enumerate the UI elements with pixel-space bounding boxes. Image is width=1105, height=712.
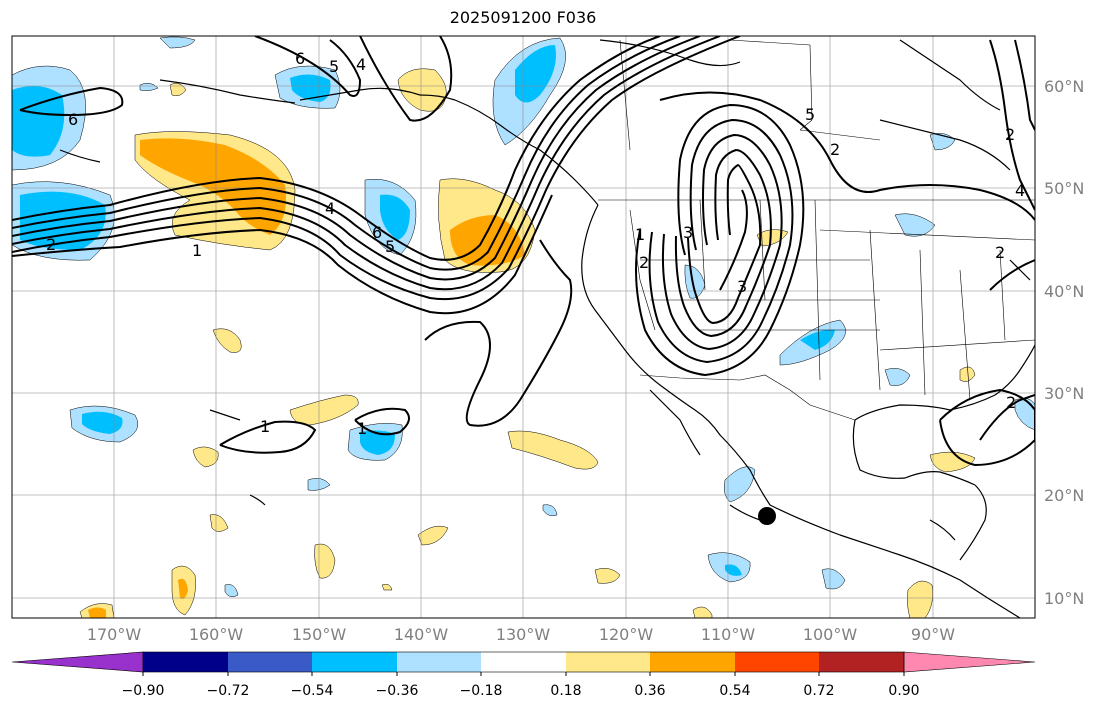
lat-label: 40°N: [1044, 282, 1085, 301]
lat-label: 10°N: [1044, 589, 1085, 608]
anomaly-shading: [12, 36, 1035, 618]
colorbar-tick: −0.90: [121, 683, 165, 699]
lon-label: 120°W: [598, 625, 654, 644]
colorbar-tick: −0.54: [290, 683, 334, 699]
colorbar-tick: −0.18: [459, 683, 503, 699]
contour-label: 1: [260, 417, 270, 436]
height-contours: [12, 36, 1035, 467]
coastlines: [59, 39, 1035, 618]
contour-label: 4: [325, 199, 335, 218]
contour-label: 6: [68, 110, 78, 129]
lon-label: 130°W: [495, 625, 551, 644]
lat-label: 30°N: [1044, 384, 1085, 403]
contour-label: 2: [995, 243, 1005, 262]
contour-label: 1: [192, 241, 202, 260]
contour-label: 6: [372, 223, 382, 242]
lon-label: 100°W: [802, 625, 858, 644]
colorbar-tick: −0.72: [206, 683, 250, 699]
contour-label: 2: [830, 140, 840, 159]
contour-label: 4: [1015, 181, 1025, 200]
lon-label: 90°W: [910, 625, 956, 644]
colorbar-tick: −0.36: [375, 683, 419, 699]
contour-label: 3: [737, 277, 747, 296]
contour-label: 1: [357, 419, 367, 438]
contour-label: 5: [805, 105, 815, 124]
storm-center-marker: [758, 507, 776, 525]
contour-label: 2: [46, 235, 56, 254]
contour-label: 1: [635, 225, 645, 244]
lat-label: 60°N: [1044, 77, 1085, 96]
lon-label: 110°W: [700, 625, 756, 644]
contour-label: 3: [683, 223, 693, 242]
colorbar-tick: 0.36: [634, 683, 666, 699]
political-borders: [598, 39, 1035, 421]
lon-label: 170°W: [86, 625, 142, 644]
contour-label: 6: [295, 49, 305, 68]
map-title: 2025091200 F036: [449, 8, 597, 27]
colorbar-tick: 0.18: [550, 683, 582, 699]
contour-label: 5: [329, 57, 339, 76]
contour-label: 2: [639, 253, 649, 272]
lat-label: 50°N: [1044, 179, 1085, 198]
colorbar-tick: 0.72: [803, 683, 835, 699]
lon-label: 140°W: [393, 625, 449, 644]
lon-label: 150°W: [291, 625, 347, 644]
map-frame: [11, 35, 1036, 619]
contour-label: 5: [385, 237, 395, 256]
colorbar-tick: 0.90: [888, 683, 920, 699]
contour-label: 2: [1005, 125, 1015, 144]
contour-label: 2: [1006, 393, 1016, 412]
colorbar-tick: 0.54: [719, 683, 751, 699]
lon-label: 160°W: [188, 625, 244, 644]
contour-label: 4: [356, 55, 366, 74]
lat-label: 20°N: [1044, 486, 1085, 505]
